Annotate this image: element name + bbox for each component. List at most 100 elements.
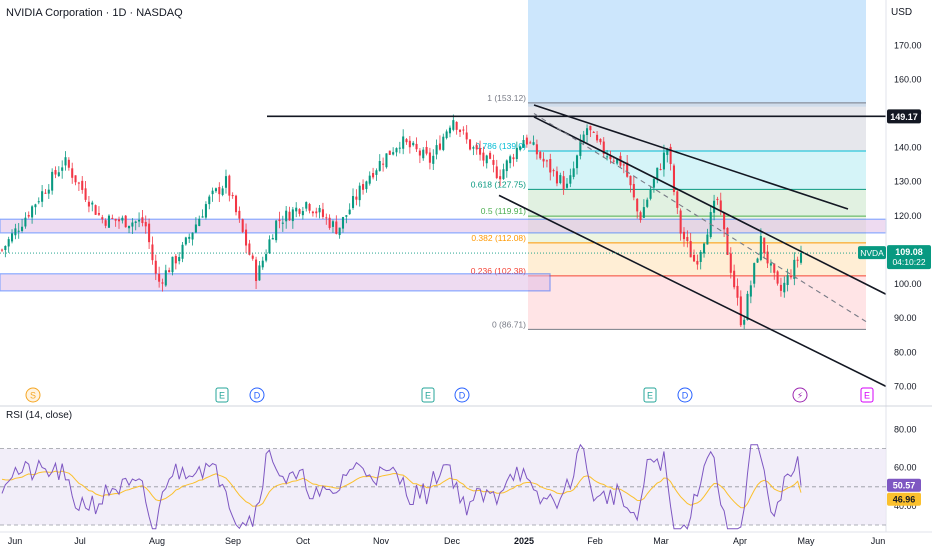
candle-body <box>438 143 441 150</box>
candle-body <box>275 220 278 241</box>
event-marker-label: E <box>219 391 225 401</box>
candle-body <box>47 189 50 194</box>
candle-body <box>779 284 782 291</box>
candle-body <box>305 202 308 209</box>
fib-label: 0.786 (139.0) <box>475 141 526 151</box>
candle-body <box>716 198 719 201</box>
candle-body <box>729 253 732 273</box>
candle-body <box>739 296 742 326</box>
candle-body <box>164 270 167 286</box>
x-tick-label: Jul <box>74 536 86 546</box>
candle-body <box>117 219 121 222</box>
candle-body <box>652 178 655 188</box>
candle-body <box>572 168 575 177</box>
candle-body <box>308 204 311 211</box>
candle-body <box>365 181 368 190</box>
chart-title: NVIDIA Corporation · 1D · NASDAQ <box>6 7 183 19</box>
candle-body <box>786 275 789 285</box>
candle-body <box>733 270 736 288</box>
rsi-value-text: 50.57 <box>893 481 916 491</box>
resistance-badge-text: 149.17 <box>890 112 918 122</box>
event-marker[interactable]: E <box>215 387 229 403</box>
candle-body <box>418 150 421 156</box>
candle-body <box>345 215 348 217</box>
rsi-tick-label: 80.00 <box>894 425 917 435</box>
event-marker[interactable]: ⚡ <box>792 387 808 403</box>
candle-body <box>475 145 478 150</box>
candle-body <box>666 148 669 155</box>
candle-body <box>766 251 769 264</box>
candle-body <box>769 263 772 266</box>
candle-body <box>221 188 224 195</box>
candle-body <box>121 217 124 221</box>
fib-band <box>528 102 866 152</box>
y-tick-label: 170.00 <box>894 40 922 50</box>
candle-body <box>194 224 197 233</box>
candle-body <box>348 209 351 215</box>
candle-body <box>104 220 107 226</box>
currency-label[interactable]: USD <box>891 7 913 18</box>
candle-body <box>238 210 241 219</box>
candle-body <box>472 147 475 149</box>
candle-body <box>696 260 699 265</box>
candle-body <box>559 175 562 184</box>
candle-body <box>81 180 84 190</box>
event-marker-circle <box>454 387 470 403</box>
candle-body <box>382 163 385 165</box>
candle-body <box>375 170 378 175</box>
candle-body <box>37 201 40 203</box>
candle-body <box>107 215 111 228</box>
candle-body <box>351 196 355 208</box>
candle-body <box>325 217 328 219</box>
fib-label: 0 (86.71) <box>492 319 526 329</box>
fib-label: 0.382 (112.08) <box>471 233 526 243</box>
candle-body <box>569 175 572 184</box>
earnings-marker-box <box>643 387 657 403</box>
event-marker[interactable]: D <box>677 387 693 403</box>
event-marker[interactable]: E <box>643 387 657 403</box>
candle-body <box>268 239 271 254</box>
candle-body <box>191 232 194 240</box>
rsi-line <box>1 443 802 530</box>
candle-body <box>565 183 569 188</box>
candle-body <box>111 217 114 219</box>
candle-body <box>743 319 746 325</box>
event-marker-label: E <box>647 391 653 401</box>
event-marker[interactable]: D <box>249 387 265 403</box>
event-marker-circle <box>25 387 41 403</box>
candle-body <box>415 143 418 150</box>
candle-body <box>84 188 87 200</box>
candle-body <box>385 153 388 168</box>
channel-upper-line <box>533 104 849 210</box>
candle-body <box>368 175 371 184</box>
candle-body <box>285 210 288 222</box>
candle-body <box>428 152 431 163</box>
candle-body <box>669 146 672 165</box>
candle-body <box>642 207 645 218</box>
candle-body <box>362 184 365 190</box>
candle-body <box>622 164 625 166</box>
candle-body <box>656 167 659 179</box>
event-marker[interactable]: E <box>860 387 874 403</box>
x-tick-label: Apr <box>733 536 747 546</box>
event-marker[interactable]: S <box>25 387 41 403</box>
event-marker[interactable]: E <box>421 387 435 403</box>
candle-body <box>338 227 341 236</box>
candle-body <box>178 257 181 262</box>
candle-body <box>148 223 151 243</box>
candle-body <box>335 221 338 234</box>
candle-body <box>662 152 665 170</box>
candle-body <box>278 219 281 222</box>
candle-body <box>589 125 592 131</box>
candle-body <box>144 221 147 227</box>
candle-body <box>27 215 30 217</box>
countdown-text: 04:10:22 <box>892 257 925 267</box>
candle-body <box>582 134 585 143</box>
candle-body <box>676 191 679 208</box>
candle-body <box>234 195 238 213</box>
event-marker[interactable]: D <box>454 387 470 403</box>
x-tick-label: Sep <box>225 536 241 546</box>
candle-body <box>258 265 261 281</box>
